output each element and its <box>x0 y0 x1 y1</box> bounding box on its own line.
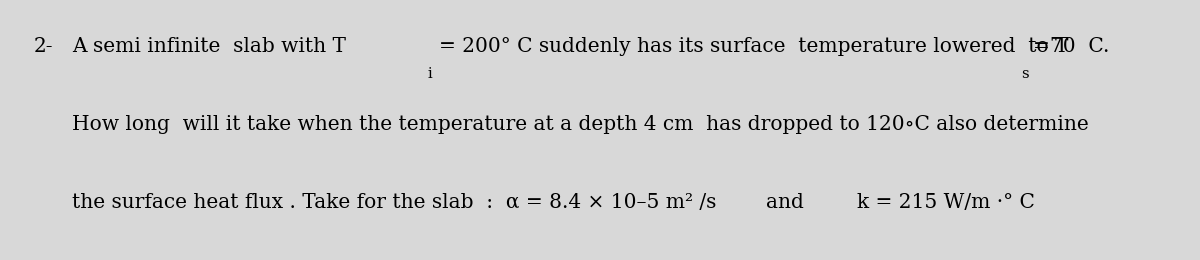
Text: = 200° C suddenly has its surface  temperature lowered  to T: = 200° C suddenly has its surface temper… <box>439 37 1069 56</box>
Text: s: s <box>1021 67 1028 81</box>
Text: How long  will it take when the temperature at a depth 4 cm  has dropped to 120∘: How long will it take when the temperatu… <box>72 115 1088 134</box>
Text: the surface heat flux . Take for the slab  :  α = 8.4 × 10–5 m² /s: the surface heat flux . Take for the sla… <box>72 193 716 212</box>
Text: i: i <box>427 67 432 81</box>
Text: and: and <box>766 193 804 212</box>
Text: 2-: 2- <box>34 37 53 56</box>
Text: k = 215 W/m ·° C: k = 215 W/m ·° C <box>857 193 1034 212</box>
Text: =70  C.: =70 C. <box>1033 37 1110 56</box>
Text: A semi infinite  slab with T: A semi infinite slab with T <box>72 37 346 56</box>
